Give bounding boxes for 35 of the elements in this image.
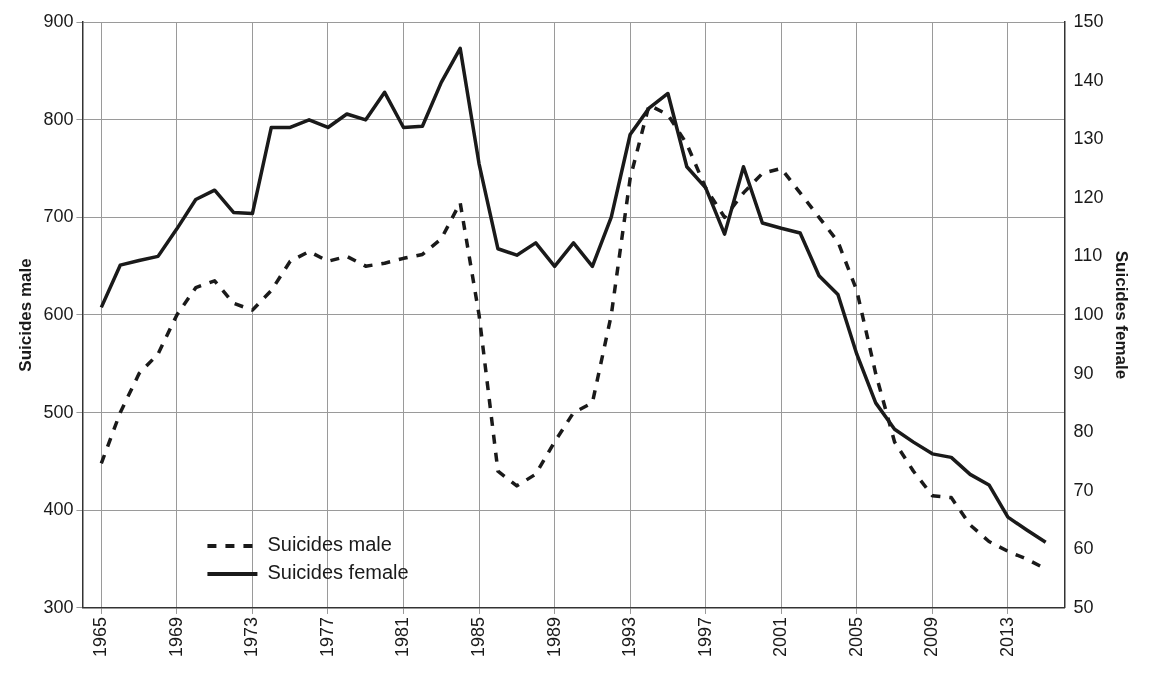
x-tick-label: 2013 — [996, 616, 1017, 657]
x-tick-label: 1965 — [90, 616, 111, 657]
legend-label: Suicides male — [267, 533, 392, 556]
x-tick-label: 1969 — [165, 616, 186, 657]
y-tick-label: 400 — [43, 499, 74, 520]
x-tick-label: 2005 — [845, 616, 866, 657]
x-tick-label: 1985 — [468, 616, 489, 657]
y2-tick-label: 90 — [1073, 362, 1094, 383]
y-tick-label: 600 — [43, 303, 74, 324]
y-axis-title: Suicides male — [15, 258, 35, 372]
legend-label: Suicides female — [267, 561, 409, 584]
y-tick-label: 800 — [43, 108, 74, 129]
y2-tick-label: 150 — [1073, 10, 1104, 31]
x-tick-label: 1993 — [619, 616, 640, 657]
y2-tick-label: 60 — [1073, 538, 1094, 559]
x-tick-label: 1973 — [241, 616, 262, 657]
x-tick-label: 2001 — [770, 616, 791, 657]
y-tick-label: 300 — [43, 596, 74, 617]
y2-axis-title: Suicides female — [1112, 250, 1132, 380]
y2-tick-label: 120 — [1073, 186, 1104, 207]
y-tick-label: 500 — [43, 401, 74, 422]
x-tick-label: 2009 — [921, 616, 942, 657]
y-tick-label: 900 — [43, 10, 74, 31]
y2-tick-label: 70 — [1073, 479, 1094, 500]
y2-tick-label: 110 — [1073, 245, 1103, 266]
x-tick-label: 1977 — [316, 616, 337, 657]
y2-tick-label: 50 — [1073, 596, 1094, 617]
y2-tick-label: 130 — [1073, 128, 1104, 149]
x-tick-label: 1989 — [543, 616, 564, 657]
y2-tick-label: 100 — [1073, 303, 1104, 324]
y-tick-label: 700 — [43, 206, 74, 227]
y2-tick-label: 80 — [1073, 421, 1094, 442]
x-tick-label: 1981 — [392, 616, 413, 657]
y2-tick-label: 140 — [1073, 69, 1104, 90]
x-tick-label: 1997 — [694, 616, 715, 657]
